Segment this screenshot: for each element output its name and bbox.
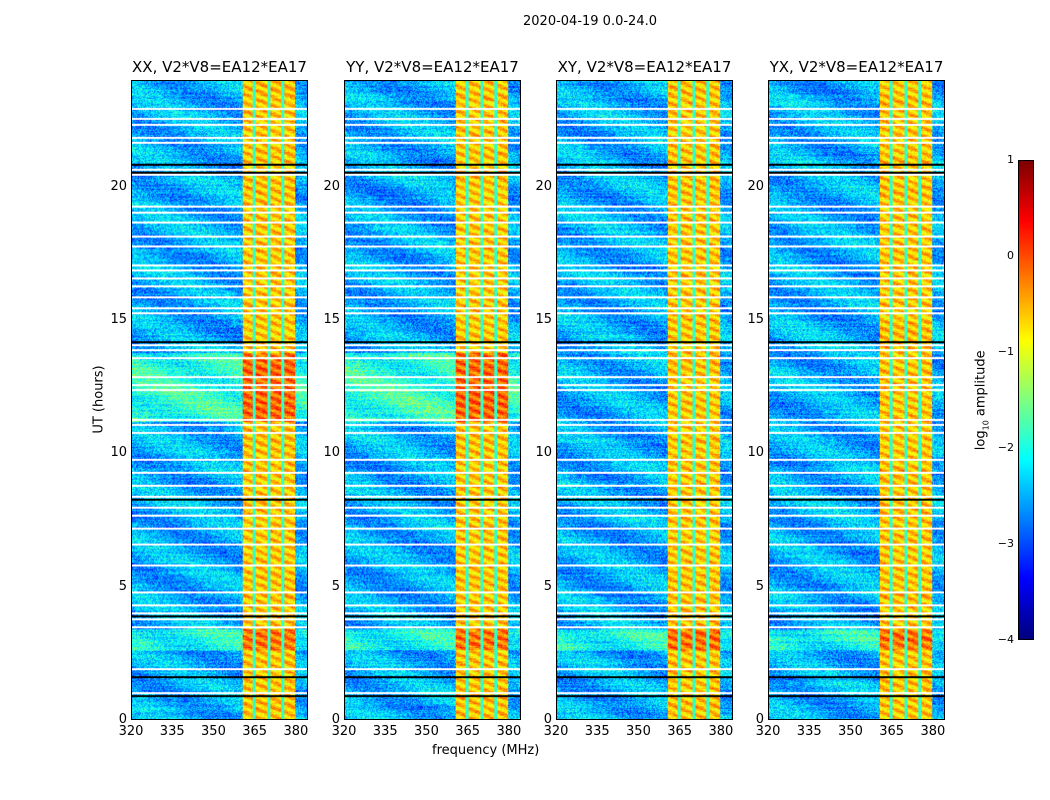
y-tick-label: 0 [755,712,764,727]
waterfall-panel-yy [344,80,521,720]
colorbar [1018,160,1034,640]
colorbar-tick-label: 0 [1007,249,1014,262]
x-tick-label: 365 [667,724,693,739]
x-tick-label: 335 [159,724,185,739]
y-tick-label: 15 [747,312,764,327]
colorbar-tick-label: −2 [997,441,1014,454]
colorbar-label-rest: amplitude [973,350,989,421]
y-axis-label: UT (hours) [91,365,107,434]
panel-title-xx: XX, V2*V8=EA12*EA17 [132,58,307,76]
colorbar-tick-label: 1 [1007,153,1014,166]
y-tick-label: 15 [110,312,127,327]
panel-title-xy: XY, V2*V8=EA12*EA17 [557,58,732,76]
x-tick-label: 350 [201,724,226,739]
y-tick-label: 0 [118,712,127,727]
waterfall-panel-yx [768,80,945,720]
waterfall-image [132,81,307,719]
figure-title: 2020-04-19 0.0-24.0 [523,14,657,29]
x-tick-label: 320 [543,724,569,739]
x-tick-label: 320 [755,724,781,739]
y-tick-label: 10 [323,445,340,461]
waterfall-panel-xx [131,80,308,720]
waterfall-panel-xy [556,80,733,720]
x-tick-label: 350 [838,724,863,739]
y-tick-label: 5 [118,578,127,594]
x-tick-label: 320 [118,724,144,739]
x-tick-label: 335 [584,724,610,739]
x-tick-label: 365 [879,724,905,739]
x-tick-label: 350 [626,724,651,739]
y-tick-label: 20 [535,178,552,194]
x-tick-label: 380 [283,724,309,739]
y-tick-label: 0 [331,712,340,727]
x-tick-label: 320 [331,724,357,739]
x-tick-label: 380 [708,724,734,739]
x-tick-label: 335 [372,724,398,739]
x-tick-label: 365 [455,724,481,739]
y-tick-label: 20 [110,178,127,194]
y-tick-label: 5 [755,578,764,594]
y-tick-label: 0 [543,712,552,727]
colorbar-label-sub: 10 [981,420,991,431]
waterfall-image [557,81,732,719]
x-tick-label: 335 [796,724,822,739]
y-tick-label: 10 [110,445,127,461]
y-tick-label: 5 [331,578,340,594]
y-tick-label: 15 [535,312,552,327]
x-tick-label: 365 [242,724,268,739]
y-tick-label: 20 [323,178,340,194]
y-tick-label: 5 [543,578,552,594]
waterfall-image [769,81,944,719]
x-tick-label: 380 [496,724,522,739]
y-tick-label: 10 [747,445,764,461]
colorbar-tick-label: −3 [997,537,1014,550]
colorbar-tick-label: −1 [997,345,1014,358]
colorbar-tick-label: −4 [997,633,1014,646]
y-tick-label: 10 [535,445,552,461]
x-tick-label: 350 [414,724,439,739]
panel-title-yy: YY, V2*V8=EA12*EA17 [346,58,519,76]
panel-title-yx: YX, V2*V8=EA12*EA17 [769,58,944,76]
y-tick-label: 20 [747,178,764,194]
waterfall-image [345,81,520,719]
x-axis-label: frequency (MHz) [432,743,540,758]
x-tick-label: 380 [920,724,946,739]
y-tick-label: 15 [323,312,340,327]
